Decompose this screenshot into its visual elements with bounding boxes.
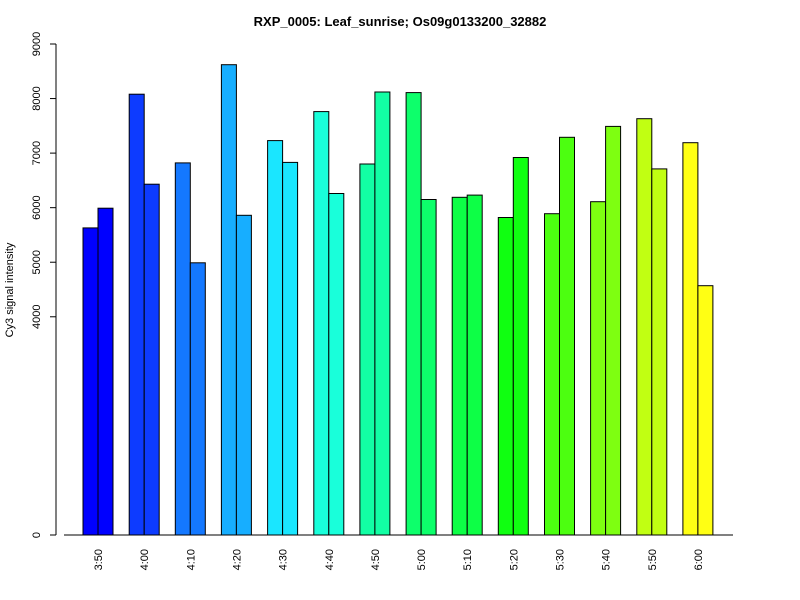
y-tick-label: 8000: [31, 86, 43, 110]
bar-450-2: [374, 91, 391, 536]
bar-530-1: [544, 213, 560, 536]
bar-500-2: [420, 199, 437, 536]
bar-540-1: [590, 201, 607, 536]
bar-420-1: [220, 64, 237, 536]
bar-410-1: [174, 162, 191, 536]
chart-title: RXP_0005: Leaf_sunrise; Os09g0133200_328…: [254, 14, 547, 29]
y-tick-label: 7000: [31, 141, 43, 165]
x-tick-label: 5:50: [647, 549, 659, 570]
bar-410-2: [189, 262, 206, 536]
bar-500-1: [405, 92, 422, 536]
y-tick-label: 6000: [31, 195, 43, 219]
bar-440-1: [313, 111, 330, 536]
x-tick-label: 4:10: [185, 549, 197, 570]
x-tick-label: 5:20: [508, 549, 520, 570]
bar-510-1: [451, 196, 468, 536]
x-tick-label: 5:10: [462, 549, 474, 570]
bar-440-2: [328, 193, 345, 536]
x-axis: 3:50 4:00 4:10 4:20 4:30 4:40 4:50 5:00 5:10 5:20…: [64, 534, 733, 570]
bar-530-2: [559, 136, 575, 536]
y-axis: 0 4000 5000 6000 7000 8000 9000: [31, 32, 57, 538]
bar-350-2: [97, 207, 114, 536]
x-tick-label: 4:00: [139, 549, 151, 570]
bars-group: [82, 64, 714, 536]
bar-450-1: [359, 163, 376, 536]
bar-420-2: [235, 214, 252, 536]
x-tick-label: 3:50: [93, 549, 105, 570]
x-tick-label: 4:30: [278, 549, 290, 570]
y-tick-label: 4000: [31, 305, 43, 329]
x-tick-label: 6:00: [693, 549, 705, 570]
x-tick-label: 4:20: [231, 549, 243, 570]
x-tick-label: 4:50: [370, 549, 382, 570]
bar-550-1: [636, 118, 653, 536]
x-tick-label: 5:00: [416, 549, 428, 570]
bar-540-2: [605, 125, 622, 536]
bar-600-2: [697, 285, 714, 536]
bar-520-2: [512, 157, 529, 536]
y-axis-label: Cy3 signal intensity: [4, 242, 16, 337]
bar-400-1: [128, 93, 145, 536]
y-tick-label: 9000: [31, 32, 43, 56]
bar-520-1: [497, 217, 514, 536]
y-tick-label: 0: [31, 532, 43, 538]
bar-600-1: [682, 142, 699, 536]
y-tick-label: 5000: [31, 250, 43, 274]
bar-510-2: [466, 194, 483, 536]
bar-350-1: [82, 227, 99, 536]
bar-430-1: [267, 140, 284, 536]
bar-550-2: [651, 168, 668, 536]
x-tick-label: 4:40: [324, 549, 336, 570]
x-tick-label: 5:40: [601, 549, 613, 570]
x-tick-label: 5:30: [555, 549, 567, 570]
bar-400-2: [143, 183, 160, 536]
bar-430-2: [282, 161, 299, 536]
